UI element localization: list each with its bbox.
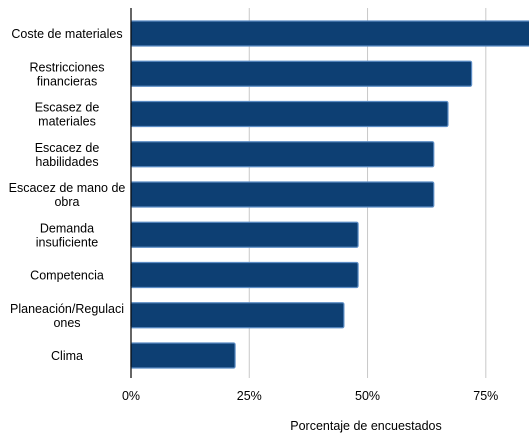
x-tick-labels: 0% 25% 50% 75% (122, 389, 498, 403)
bar-0 (130, 20, 529, 47)
category-labels: Coste de materiales Restricciones financie… (9, 27, 126, 363)
category-label-8: Clima (51, 349, 83, 363)
x-tick-label-3: 75% (473, 389, 498, 403)
bars (130, 20, 529, 369)
category-label-7: Planeación/Regulaci ones (10, 302, 124, 330)
category-label-6: Competencia (30, 269, 104, 283)
bar-1 (130, 60, 473, 87)
bar-2 (130, 100, 449, 128)
bar-3 (130, 141, 435, 168)
category-label-4: Escacez de mano de obra (9, 181, 126, 209)
category-label-5: Demanda insuficiente (36, 221, 99, 249)
bar-6 (130, 261, 359, 289)
x-axis-title: Porcentaje de encuestados (290, 419, 442, 433)
category-label-1: Restricciones financieras (29, 60, 104, 88)
bar-5 (130, 221, 359, 248)
category-label-2: Escasez de materiales (35, 101, 100, 129)
bar-8 (130, 342, 236, 369)
bar-7 (130, 302, 345, 329)
category-label-0: Coste de materiales (11, 27, 122, 41)
x-tick-label-1: 25% (237, 389, 262, 403)
category-label-3: Escacez de habilidades (35, 141, 100, 169)
bar-4 (130, 181, 435, 208)
x-tick-label-2: 50% (355, 389, 380, 403)
x-tick-label-0: 0% (122, 389, 140, 403)
